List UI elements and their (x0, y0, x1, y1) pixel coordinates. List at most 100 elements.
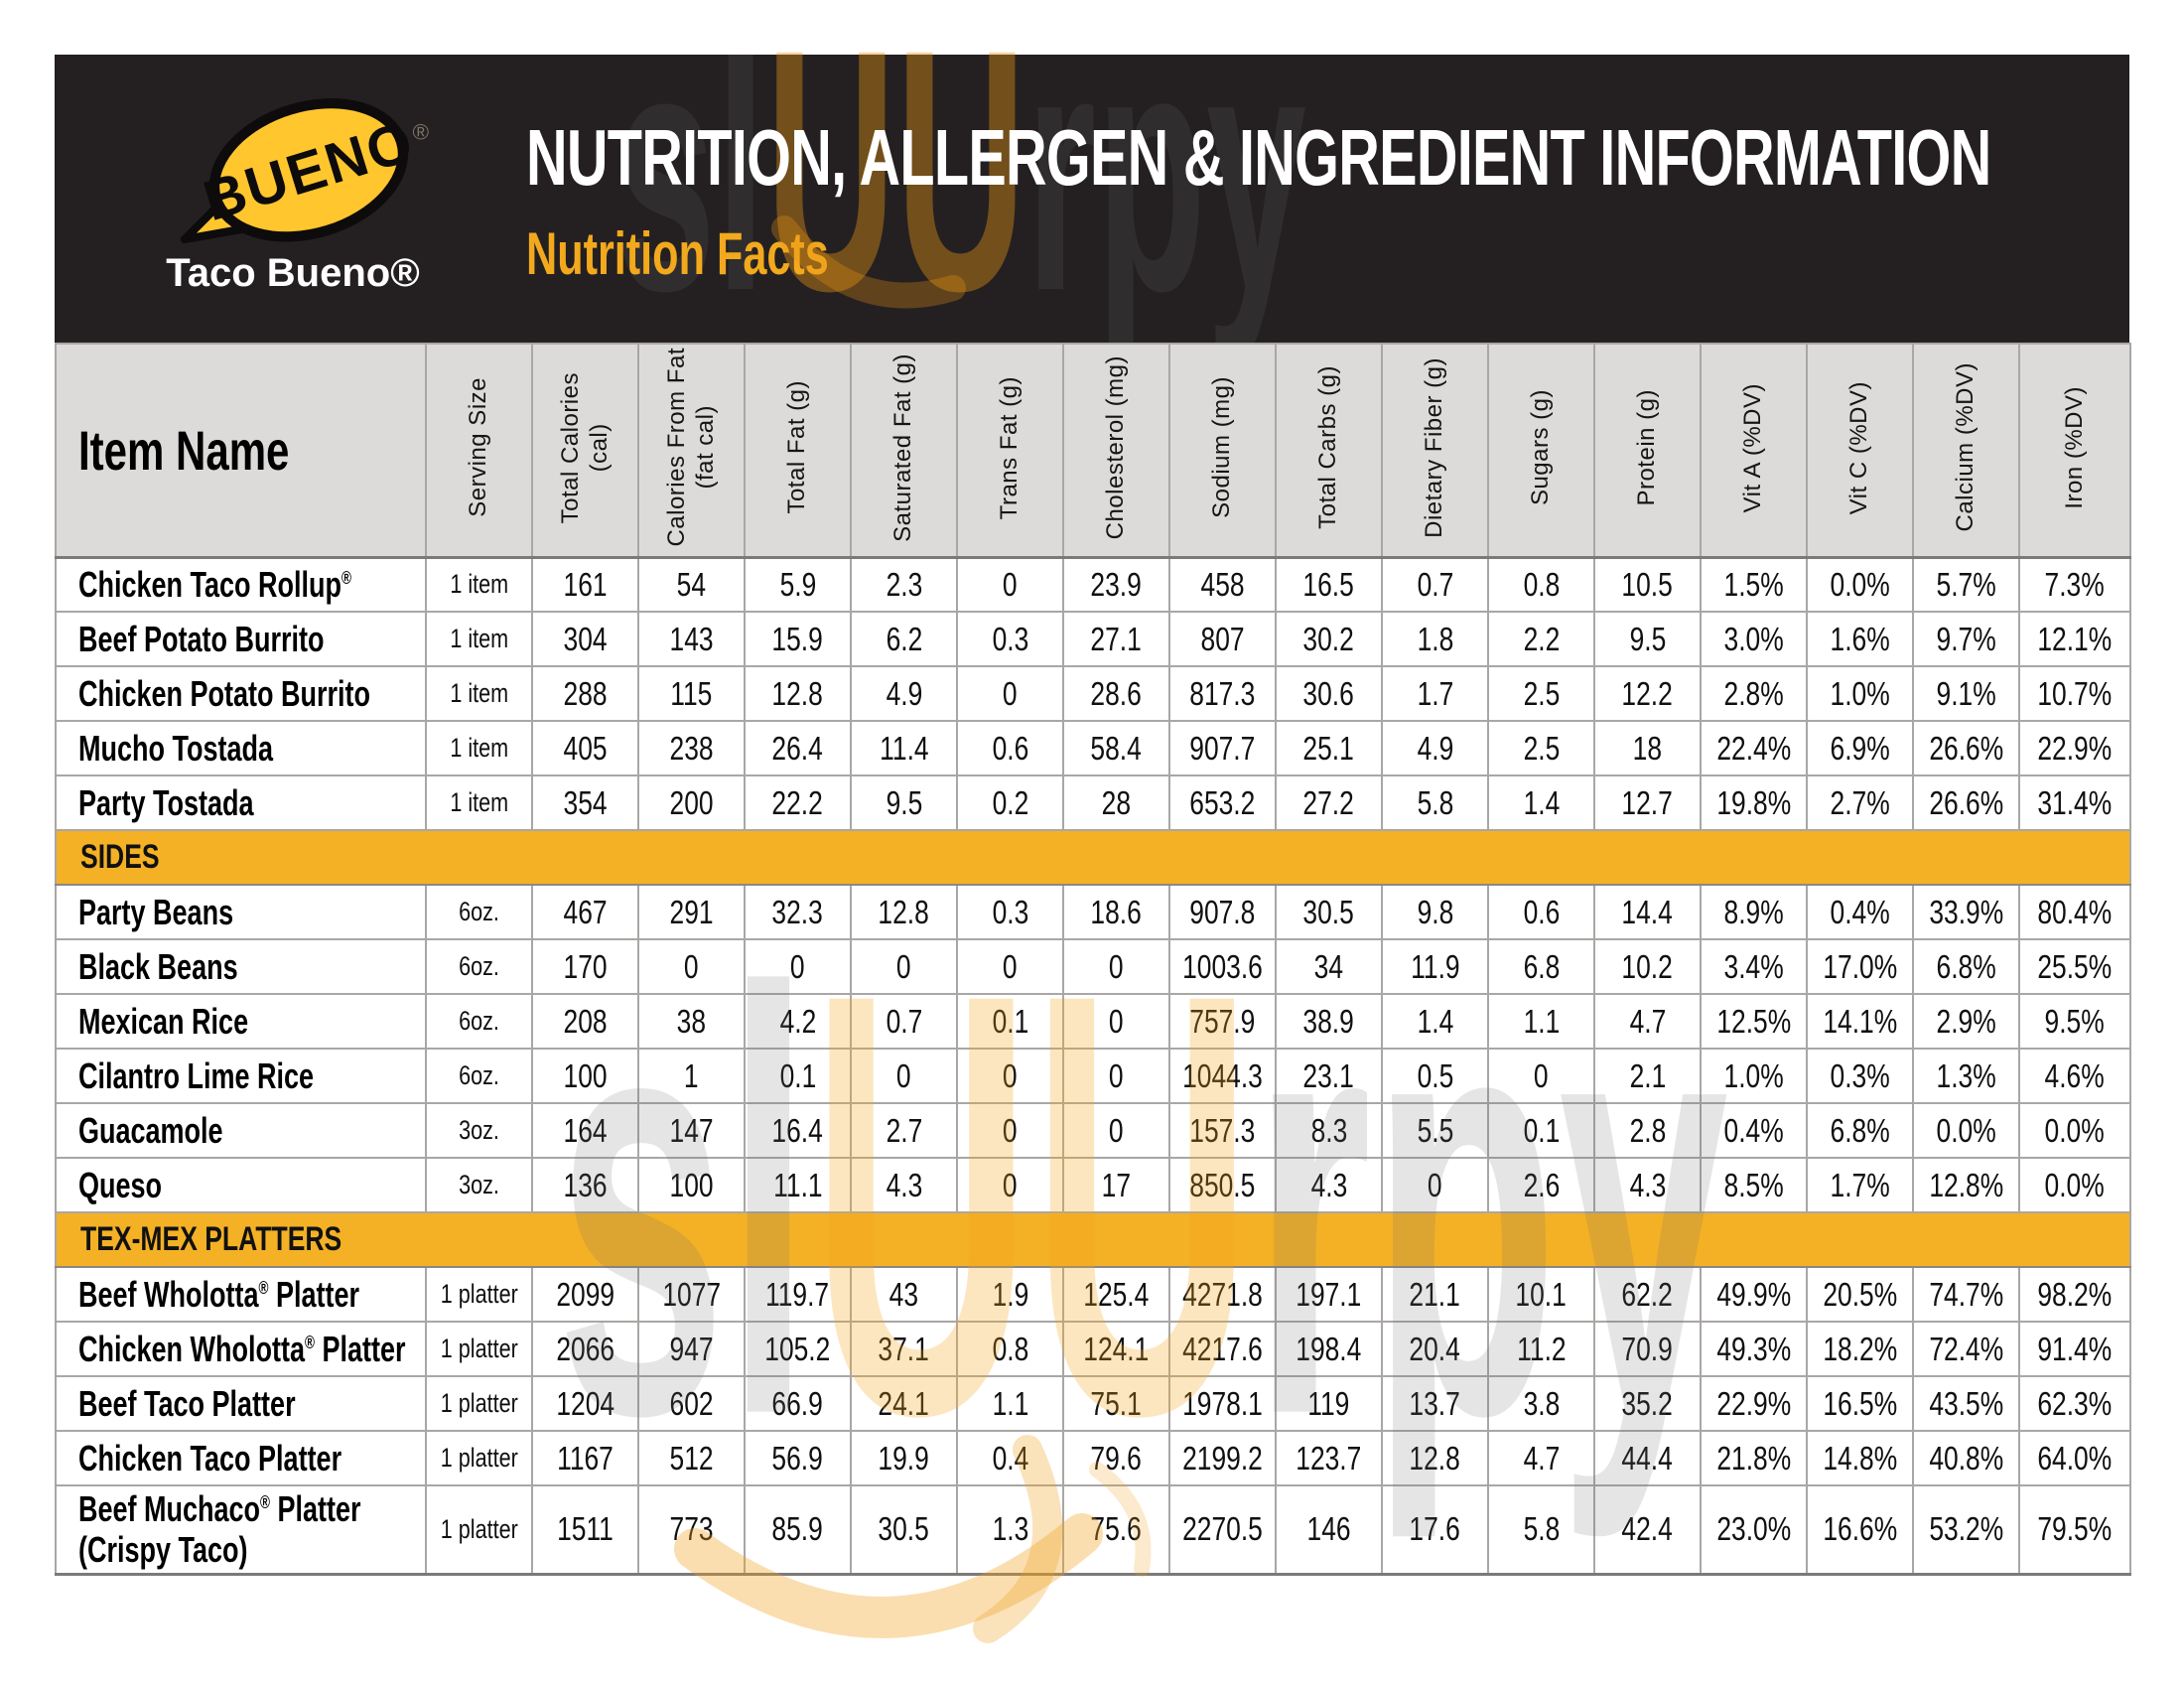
table-row: Beef Taco Platter 1 platter 1204 602 66.9 24.… (55, 1375, 2131, 1432)
item-name-cell: Chicken Taco Rollup® (55, 555, 427, 613)
value-cell: 10.7% (2018, 665, 2131, 722)
table-row: Cilantro Lime Rice 6oz. 100 1 0.1 0 0 0 1044.3 23… (55, 1048, 2131, 1104)
item-name-cell: Chicken Potato Burrito (55, 665, 427, 722)
value-cell: 2.3 (850, 555, 958, 613)
table-row: Chicken Taco Platter 1 platter 1167 512 56.9… (55, 1430, 2131, 1486)
section-row: TEX-MEX PLATTERS (55, 1211, 2131, 1268)
serving-size-cell: 1 item (425, 665, 533, 722)
value-cell: 2270.5 (1168, 1483, 1277, 1576)
value-cell: 157.3 (1168, 1102, 1277, 1159)
value-cell: 17.6 (1381, 1483, 1489, 1576)
value-cell: 85.9 (744, 1483, 852, 1576)
value-cell: 2.8 (1593, 1102, 1702, 1159)
value-cell: 304 (531, 611, 639, 667)
value-cell: 19.8% (1700, 774, 1808, 831)
value-cell: 458 (1168, 555, 1277, 613)
value-cell: 0.0% (1806, 555, 1914, 613)
value-cell: 4.7 (1487, 1430, 1595, 1486)
table-row: Beef Potato Burrito 1 item 304 143 15.9 6.2 0.… (55, 611, 2131, 667)
value-cell: 18.2% (1806, 1321, 1914, 1377)
value-cell: 30.5 (850, 1483, 958, 1576)
section-header: SIDES (55, 829, 2131, 886)
column-header-12: Vit A (%DV) (1700, 343, 1808, 558)
value-cell: 291 (637, 884, 746, 940)
value-cell: 9.5 (850, 774, 958, 831)
value-cell: 12.8 (744, 665, 852, 722)
value-cell: 91.4% (2018, 1321, 2131, 1377)
value-cell: 4.6% (2018, 1048, 2131, 1104)
value-cell: 5.8 (1487, 1483, 1595, 1576)
value-cell: 23.9 (1062, 555, 1170, 613)
header-banner: BUENO ® Taco Bueno® NUTRITION, ALLERGEN … (55, 55, 2129, 343)
serving-size-cell: 1 item (425, 774, 533, 831)
table-row: Party Beans 6oz. 467 291 32.3 12.8 0.3 18.6 907.… (55, 884, 2131, 940)
value-cell: 0 (1487, 1048, 1595, 1104)
value-cell: 4217.6 (1168, 1321, 1277, 1377)
item-name-cell: Mexican Rice (55, 993, 427, 1050)
value-cell: 4.9 (850, 665, 958, 722)
table-row: Chicken Taco Rollup® 1 item 161 54 5.9 2.3 0 23… (55, 555, 2131, 613)
value-cell: 80.4% (2018, 884, 2131, 940)
value-cell: 1.4 (1381, 993, 1489, 1050)
value-cell: 66.9 (744, 1375, 852, 1432)
value-cell: 56.9 (744, 1430, 852, 1486)
item-name-cell: Party Tostada (55, 774, 427, 831)
item-name-cell: Beef Wholotta® Platter (55, 1266, 427, 1323)
item-name-cell: Chicken Wholotta® Platter (55, 1321, 427, 1377)
value-cell: 62.2 (1593, 1266, 1702, 1323)
value-cell: 2099 (531, 1266, 639, 1323)
value-cell: 1 (637, 1048, 746, 1104)
value-cell: 0.4% (1806, 884, 1914, 940)
serving-size-cell: 1 platter (425, 1266, 533, 1323)
value-cell: 32.3 (744, 884, 852, 940)
value-cell: 0 (956, 555, 1064, 613)
value-cell: 0.3% (1806, 1048, 1914, 1104)
value-cell: 13.7 (1381, 1375, 1489, 1432)
value-cell: 467 (531, 884, 639, 940)
value-cell: 6.8% (1912, 938, 2020, 995)
value-cell: 49.9% (1700, 1266, 1808, 1323)
value-cell: 757.9 (1168, 993, 1277, 1050)
serving-size-cell: 1 platter (425, 1430, 533, 1486)
value-cell: 100 (531, 1048, 639, 1104)
value-cell: 0 (1381, 1157, 1489, 1213)
value-cell: 5.5 (1381, 1102, 1489, 1159)
column-header-0: Serving Size (425, 343, 533, 558)
value-cell: 22.9% (2018, 720, 2131, 776)
value-cell: 26.6% (1912, 720, 2020, 776)
value-cell: 1204 (531, 1375, 639, 1432)
value-cell: 62.3% (2018, 1375, 2131, 1432)
value-cell: 1044.3 (1168, 1048, 1277, 1104)
value-cell: 850.5 (1168, 1157, 1277, 1213)
value-cell: 0.1 (956, 993, 1064, 1050)
value-cell: 6.8 (1487, 938, 1595, 995)
table-row: Black Beans 6oz. 170 0 0 0 0 0 1003.6 34 11.9 6.8 10… (55, 938, 2131, 995)
value-cell: 12.8% (1912, 1157, 2020, 1213)
value-cell: 30.5 (1275, 884, 1383, 940)
value-cell: 27.2 (1275, 774, 1383, 831)
registered-mark: ® (413, 120, 430, 145)
value-cell: 0.1 (744, 1048, 852, 1104)
value-cell: 1.0% (1806, 665, 1914, 722)
serving-size-cell: 6oz. (425, 993, 533, 1050)
value-cell: 2.1 (1593, 1048, 1702, 1104)
value-cell: 34 (1275, 938, 1383, 995)
column-header-13: Vit C (%DV) (1806, 343, 1914, 558)
value-cell: 1077 (637, 1266, 746, 1323)
value-cell: 0 (956, 938, 1064, 995)
value-cell: 79.5% (2018, 1483, 2131, 1576)
table-row: Party Tostada 1 item 354 200 22.2 9.5 0.2 28 653… (55, 774, 2131, 831)
value-cell: 4.2 (744, 993, 852, 1050)
value-cell: 1511 (531, 1483, 639, 1576)
value-cell: 146 (1275, 1483, 1383, 1576)
value-cell: 1.3% (1912, 1048, 2020, 1104)
value-cell: 405 (531, 720, 639, 776)
value-cell: 512 (637, 1430, 746, 1486)
value-cell: 9.5% (2018, 993, 2131, 1050)
value-cell: 773 (637, 1483, 746, 1576)
value-cell: 2.9% (1912, 993, 2020, 1050)
value-cell: 2199.2 (1168, 1430, 1277, 1486)
taco-bueno-logo: BUENO ® Taco Bueno® (55, 55, 526, 343)
value-cell: 0 (850, 1048, 958, 1104)
value-cell: 907.7 (1168, 720, 1277, 776)
